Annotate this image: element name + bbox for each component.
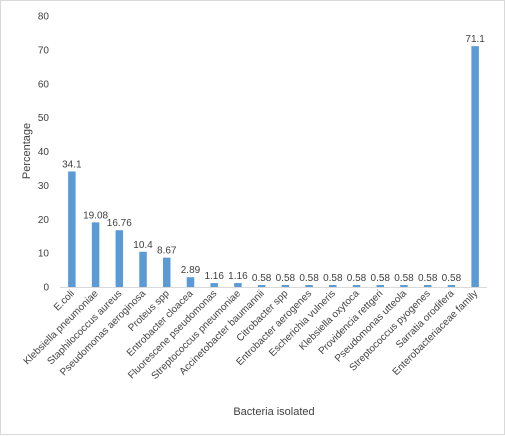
data-label: 1.16 [204, 271, 224, 282]
y-tick-label: 40 [38, 147, 50, 158]
bar [447, 285, 456, 287]
data-label: 0.58 [418, 273, 438, 284]
y-axis-tick-labels: 0 10 20 30 40 50 60 70 80 [38, 12, 50, 294]
y-tick-label: 10 [38, 249, 50, 260]
y-tick-label: 60 [38, 79, 50, 90]
bar [471, 46, 479, 288]
bar [68, 171, 76, 287]
y-tick-label: 20 [38, 215, 50, 226]
data-label: 8.67 [157, 246, 177, 257]
bar [210, 283, 218, 287]
bar [400, 285, 408, 287]
y-tick-label: 70 [38, 45, 50, 56]
bar [139, 251, 147, 287]
data-label: 0.58 [276, 273, 296, 284]
bar [234, 283, 242, 287]
y-tick-label: 80 [38, 12, 50, 23]
data-label: 71.1 [465, 34, 485, 45]
y-tick-label: 30 [38, 181, 50, 192]
bar [352, 285, 361, 287]
bar [115, 230, 124, 287]
bar [281, 285, 290, 287]
bar [163, 257, 171, 287]
data-label: 10.4 [133, 240, 153, 251]
data-label: 1.16 [228, 271, 248, 282]
data-label: 0.58 [299, 273, 319, 284]
data-label: 0.58 [347, 273, 367, 284]
data-label: 0.58 [442, 273, 462, 284]
x-axis-title: Bacteria isolated [233, 406, 314, 418]
data-label: 16.76 [107, 218, 132, 229]
bars [68, 46, 479, 288]
data-label: 0.58 [323, 273, 343, 284]
data-label: 2.89 [181, 265, 201, 276]
data-label: 0.58 [371, 273, 391, 284]
bar [186, 277, 195, 287]
bar [305, 285, 313, 287]
bar [257, 285, 266, 287]
bar [329, 285, 337, 287]
data-label: 34.1 [62, 159, 82, 170]
bar [423, 285, 432, 287]
bar [376, 285, 384, 287]
y-axis-title: Percentage [21, 123, 33, 179]
y-tick-label: 50 [38, 113, 50, 124]
y-tick-label: 0 [43, 283, 49, 294]
bar [91, 222, 100, 287]
data-label: 0.58 [252, 273, 272, 284]
data-label: 19.08 [83, 210, 108, 221]
data-label: 0.58 [394, 273, 414, 284]
